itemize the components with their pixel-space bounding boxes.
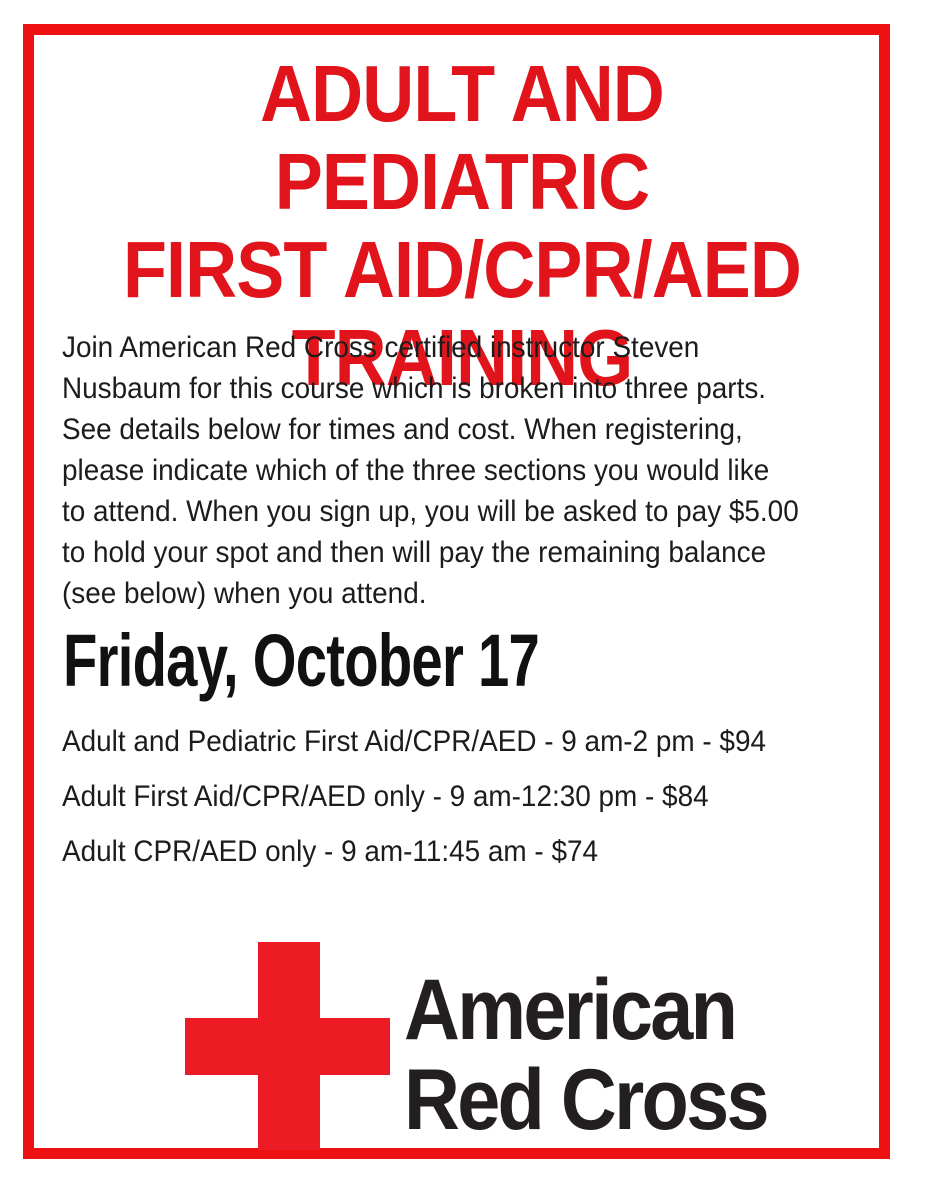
- session-item: Adult First Aid/CPR/AED only - 9 am-12:3…: [62, 780, 709, 813]
- cross-horizontal-bar: [185, 1018, 390, 1075]
- date-heading: Friday, October 17: [63, 619, 540, 702]
- session-item: Adult CPR/AED only - 9 am-11:45 am - $74: [62, 835, 599, 868]
- intro-paragraph: Join American Red Cross certified instru…: [62, 331, 799, 610]
- flyer-red-border: [23, 24, 890, 1159]
- session-item: Adult and Pediatric First Aid/CPR/AED - …: [62, 725, 766, 758]
- session-list: Adult and Pediatric First Aid/CPR/AED - …: [62, 724, 899, 889]
- flyer-title: ADULT AND PEDIATRIC FIRST AID/CPR/AED TR…: [122, 49, 802, 402]
- red-cross-wordmark: American Red Cross: [404, 962, 770, 1148]
